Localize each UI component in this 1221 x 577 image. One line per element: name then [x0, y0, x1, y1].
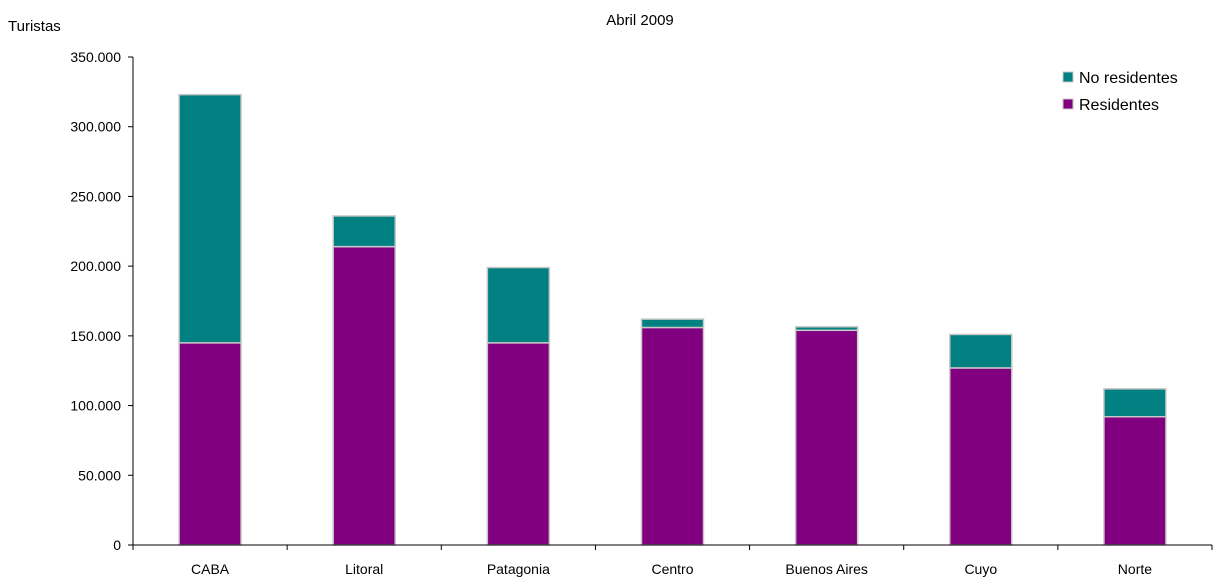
x-tick-label: Norte: [1118, 561, 1152, 577]
bar-residentes: [178, 342, 242, 546]
y-tick-label: 350.000: [70, 49, 121, 65]
x-axis: CABA Litoral Patagonia Centro Buenos Aires Cu…: [132, 544, 1213, 577]
legend: No residentes Residentes: [1062, 70, 1178, 114]
y-axis: 0 50.000 100.000 150.000 200.000 250.000 300.0…: [70, 49, 134, 553]
bar-residentes: [486, 342, 551, 546]
bar-residentes: [794, 329, 859, 546]
bars-group: [178, 93, 1167, 546]
legend-swatch: [1062, 71, 1074, 83]
legend-label: Residentes: [1079, 97, 1159, 114]
y-tick-label: 0: [113, 537, 121, 553]
legend-label: No residentes: [1079, 70, 1178, 87]
x-tick-label: Centro: [651, 561, 693, 577]
x-tick-label: CABA: [191, 561, 230, 577]
x-tick-label: Cuyo: [964, 561, 997, 577]
x-tick-label: Buenos Aires: [785, 561, 868, 577]
bar-no-residentes: [332, 215, 396, 248]
y-tick-label: 50.000: [78, 467, 121, 483]
bar-no-residentes: [486, 266, 551, 344]
bar-no-residentes: [178, 93, 242, 344]
bar-no-residentes: [640, 318, 705, 329]
y-tick-label: 200.000: [70, 258, 121, 274]
y-tick-label: 300.000: [70, 119, 121, 135]
x-tick-label: Patagonia: [487, 561, 550, 577]
bar-residentes: [949, 367, 1013, 546]
chart-subtitle: Abril 2009: [606, 12, 674, 29]
bar-no-residentes: [794, 326, 859, 332]
y-tick-label: 150.000: [70, 328, 121, 344]
bar-residentes: [332, 245, 396, 546]
bar-residentes: [1103, 415, 1167, 546]
bar-no-residentes: [1103, 388, 1167, 418]
legend-swatch: [1062, 98, 1074, 110]
y-tick-label: 100.000: [70, 398, 121, 414]
bar-no-residentes: [949, 333, 1013, 369]
bar-residentes: [640, 326, 705, 546]
x-tick-label: Litoral: [345, 561, 383, 577]
y-tick-label: 250.000: [70, 188, 121, 204]
y-axis-label: Turistas: [8, 18, 61, 35]
